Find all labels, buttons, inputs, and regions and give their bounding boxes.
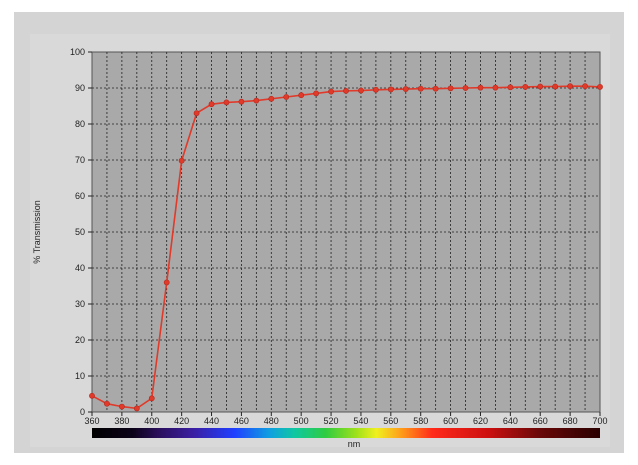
data-point [223, 99, 230, 106]
data-point [417, 85, 424, 92]
x-tick-label: 540 [353, 416, 368, 426]
spectrum-bar [92, 428, 600, 438]
data-point [89, 392, 95, 399]
data-point [492, 84, 499, 91]
data-point [507, 84, 514, 91]
y-tick-label: 0 [80, 407, 85, 417]
data-point [372, 86, 379, 93]
data-point [298, 92, 305, 99]
data-point [552, 83, 559, 90]
y-tick-label: 40 [75, 263, 85, 273]
data-point [582, 83, 588, 90]
data-point [387, 86, 394, 93]
x-tick-label: 360 [84, 416, 99, 426]
x-tick-label: 520 [324, 416, 339, 426]
data-point [343, 87, 349, 94]
data-point [283, 94, 290, 100]
data-point [358, 87, 364, 94]
y-tick-label: 80 [75, 119, 85, 129]
x-tick-label: 400 [144, 416, 159, 426]
data-point [208, 101, 215, 108]
data-point [104, 400, 110, 407]
y-tick-label: 100 [70, 47, 85, 57]
data-point [462, 85, 469, 91]
x-tick-label: 620 [473, 416, 488, 426]
data-point [268, 95, 275, 102]
y-tick-label: 70 [75, 155, 85, 165]
data-point [193, 110, 200, 117]
x-tick-label: 460 [234, 416, 249, 426]
data-point [432, 85, 439, 92]
data-point [118, 403, 125, 410]
x-tick-label: 640 [503, 416, 518, 426]
data-point [178, 157, 185, 164]
x-tick-label: 440 [204, 416, 219, 426]
data-point [597, 84, 603, 90]
x-tick-label: 700 [592, 416, 607, 426]
data-point [402, 86, 409, 92]
x-tick-label: 380 [114, 416, 129, 426]
y-tick-label: 20 [75, 335, 85, 345]
x-tick-label: 420 [174, 416, 189, 426]
data-point [447, 85, 454, 92]
x-axis-title: nm [348, 439, 361, 449]
y-tick-label: 50 [75, 227, 85, 237]
data-point [537, 83, 544, 90]
data-point [477, 84, 484, 91]
data-point [522, 84, 529, 90]
data-point [328, 88, 334, 95]
data-point [567, 83, 574, 90]
y-tick-label: 90 [75, 83, 85, 93]
data-point [148, 395, 155, 402]
data-point [238, 98, 245, 105]
data-point [313, 90, 320, 97]
y-tick-label: 10 [75, 371, 85, 381]
y-axis-title: % Transmission [32, 200, 42, 264]
data-point [253, 97, 260, 104]
x-tick-label: 560 [383, 416, 398, 426]
data-point [133, 405, 140, 412]
data-point [163, 279, 170, 286]
y-tick-label: 30 [75, 299, 85, 309]
x-tick-label: 600 [443, 416, 458, 426]
x-tick-label: 480 [264, 416, 279, 426]
x-tick-label: 580 [413, 416, 428, 426]
x-tick-label: 500 [294, 416, 309, 426]
x-tick-label: 660 [533, 416, 548, 426]
y-tick-label: 60 [75, 191, 85, 201]
x-tick-label: 680 [563, 416, 578, 426]
